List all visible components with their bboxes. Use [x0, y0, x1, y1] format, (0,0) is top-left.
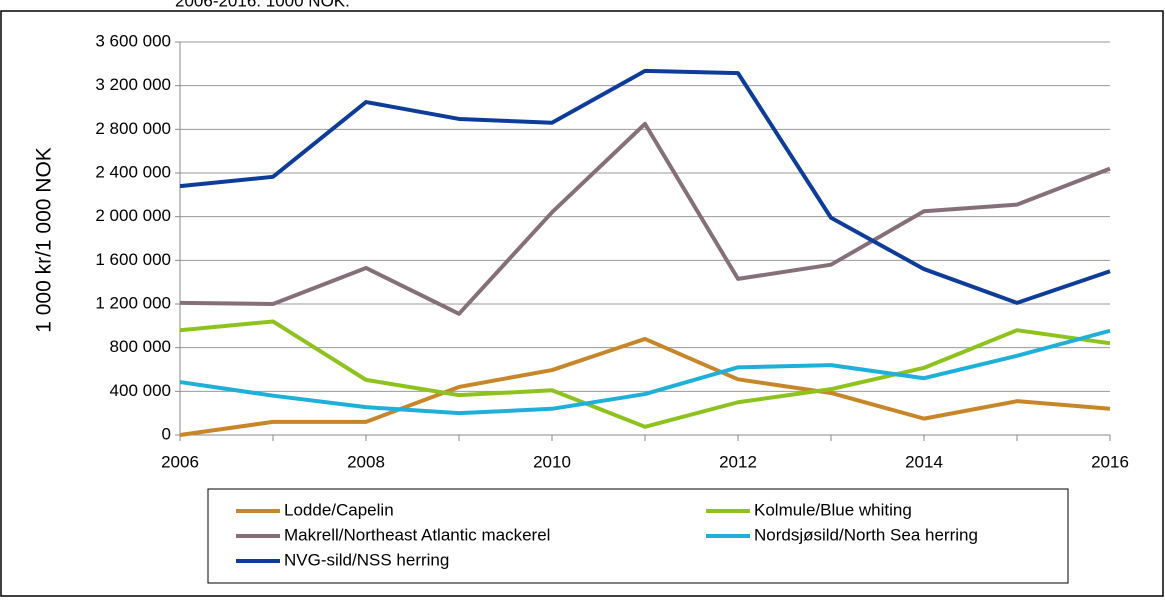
chart-border	[0, 10, 1164, 597]
legend-label: Nordsjøsild/North Sea herring	[754, 525, 978, 544]
y-tick-label: 1 200 000	[95, 293, 171, 312]
legend-label: Kolmule/Blue whiting	[754, 500, 912, 519]
y-tick-label: 3 600 000	[95, 31, 171, 50]
y-tick-label: 3 200 000	[95, 75, 171, 94]
x-tick-label: 2016	[1091, 452, 1129, 471]
y-tick-label: 2 000 000	[95, 206, 171, 225]
legend-label: Makrell/Northeast Atlantic mackerel	[284, 525, 550, 544]
legend-label: NVG-sild/NSS herring	[284, 550, 449, 569]
legend-label: Lodde/Capelin	[284, 500, 394, 519]
x-tick-label: 2010	[533, 452, 571, 471]
series-line	[179, 68, 1111, 305]
y-tick-label: 0	[162, 424, 171, 443]
x-tick-label: 2014	[905, 452, 943, 471]
series-line	[179, 121, 1111, 316]
chart-subtitle: 2006-2016. 1000 NOK.	[175, 0, 350, 10]
y-tick-label: 2 400 000	[95, 162, 171, 181]
series-line	[179, 328, 1111, 416]
x-tick-label: 2006	[161, 452, 199, 471]
y-axis-label: 1 000 kr/1 000 NOK	[33, 147, 56, 333]
y-tick-label: 2 800 000	[95, 119, 171, 138]
y-tick-label: 800 000	[110, 337, 171, 356]
y-tick-label: 1 600 000	[95, 250, 171, 269]
series-line	[179, 336, 1111, 437]
legend-box	[207, 488, 1069, 584]
x-tick-label: 2012	[719, 452, 757, 471]
x-tick-label: 2008	[347, 452, 385, 471]
y-tick-label: 400 000	[110, 381, 171, 400]
series-line	[179, 319, 1111, 429]
